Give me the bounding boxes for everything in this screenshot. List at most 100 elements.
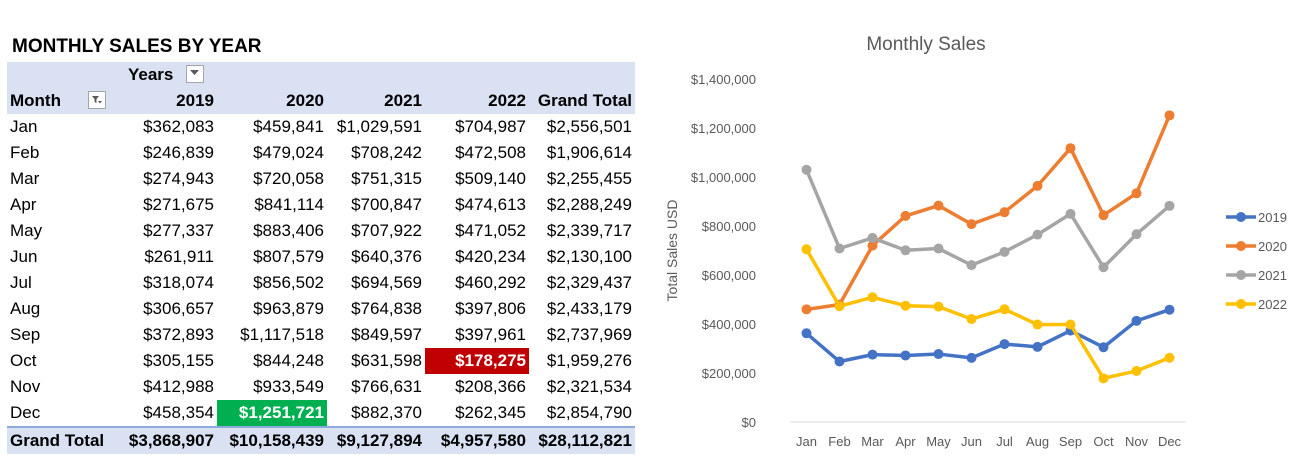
table-cell[interactable]: $397,961 bbox=[455, 325, 526, 344]
table-cell[interactable]: $471,052 bbox=[455, 221, 526, 240]
table-cell[interactable]: $509,140 bbox=[455, 169, 526, 188]
row-label-month[interactable]: Nov bbox=[10, 377, 41, 396]
table-cell[interactable]: $274,943 bbox=[143, 169, 214, 188]
y-tick-label: $200,000 bbox=[702, 366, 756, 381]
table-cell[interactable]: $933,549 bbox=[253, 377, 324, 396]
grand-total-cell[interactable]: $4,957,580 bbox=[425, 426, 529, 454]
data-point bbox=[999, 246, 1010, 257]
table-cell[interactable]: $751,315 bbox=[351, 169, 422, 188]
row-label-month[interactable]: Dec bbox=[10, 403, 41, 422]
table-cell[interactable]: $2,288,249 bbox=[546, 195, 632, 214]
series-line-2020 bbox=[806, 114, 1172, 312]
table-cell[interactable]: $844,248 bbox=[253, 351, 324, 370]
table-cell[interactable]: $2,255,455 bbox=[546, 169, 632, 188]
row-label-month[interactable]: Jan bbox=[10, 117, 38, 136]
row-label-month[interactable]: Jun bbox=[10, 247, 38, 266]
grand-total-cell[interactable]: $3,868,907 bbox=[117, 426, 217, 454]
table-cell[interactable]: $412,988 bbox=[143, 377, 214, 396]
table-cell[interactable]: $372,893 bbox=[143, 325, 214, 344]
x-tick-label: Feb bbox=[828, 434, 850, 449]
table-cell[interactable]: $458,354 bbox=[143, 403, 214, 422]
table-cell[interactable]: $2,329,437 bbox=[546, 273, 632, 292]
table-cell[interactable]: $208,366 bbox=[455, 377, 526, 396]
table-cell[interactable]: $764,838 bbox=[351, 299, 422, 318]
table-cell[interactable]: $841,114 bbox=[254, 195, 324, 214]
pivot-corner-cell bbox=[7, 62, 117, 88]
table-cell[interactable]: $1,029,591 bbox=[336, 117, 422, 136]
grand-total-label[interactable]: Grand Total bbox=[7, 426, 117, 454]
row-label-month[interactable]: Jul bbox=[10, 273, 32, 292]
table-cell[interactable]: $178,275 bbox=[425, 348, 529, 374]
table-cell[interactable]: $472,508 bbox=[455, 143, 526, 162]
row-label-month[interactable]: May bbox=[10, 221, 43, 240]
data-point bbox=[1131, 229, 1142, 240]
table-row: Oct $305,155 $844,248 $631,598 $178,275 $1,95… bbox=[7, 348, 635, 374]
grand-total-cell[interactable]: $28,112,821 bbox=[529, 426, 635, 454]
table-cell[interactable]: $766,631 bbox=[351, 377, 422, 396]
column-header-2022[interactable]: 2022 bbox=[425, 88, 529, 114]
table-cell[interactable]: $262,345 bbox=[455, 403, 526, 422]
data-point bbox=[834, 243, 845, 254]
table-cell[interactable]: $474,613 bbox=[455, 195, 526, 214]
table-cell[interactable]: $420,234 bbox=[455, 247, 526, 266]
row-label-month[interactable]: Feb bbox=[10, 143, 40, 162]
table-cell[interactable]: $2,854,790 bbox=[546, 403, 632, 422]
table-cell[interactable]: $2,339,717 bbox=[546, 221, 632, 240]
grand-total-cell[interactable]: $10,158,439 bbox=[217, 426, 327, 454]
table-cell[interactable]: $856,502 bbox=[253, 273, 324, 292]
table-cell[interactable]: $305,155 bbox=[143, 351, 214, 370]
data-point bbox=[900, 210, 911, 221]
row-label-month[interactable]: Aug bbox=[10, 299, 41, 318]
table-cell[interactable]: $882,370 bbox=[351, 403, 422, 422]
table-cell[interactable]: $720,058 bbox=[253, 169, 324, 188]
years-dropdown-button[interactable] bbox=[186, 64, 205, 83]
table-cell[interactable]: $704,987 bbox=[455, 117, 526, 136]
table-cell[interactable]: $2,433,179 bbox=[546, 299, 632, 318]
table-cell[interactable]: $1,117,518 bbox=[240, 325, 324, 344]
table-cell[interactable]: $883,406 bbox=[253, 221, 324, 240]
table-cell[interactable]: $318,074 bbox=[143, 273, 214, 292]
data-point bbox=[900, 300, 911, 311]
table-cell[interactable]: $1,251,721 bbox=[217, 400, 327, 427]
table-cell[interactable]: $306,657 bbox=[143, 299, 214, 318]
table-cell[interactable]: $700,847 bbox=[351, 195, 422, 214]
table-cell[interactable]: $963,879 bbox=[253, 299, 324, 318]
column-header-2021[interactable]: 2021 bbox=[327, 88, 425, 114]
table-cell[interactable]: $2,737,969 bbox=[546, 325, 632, 344]
table-cell[interactable]: $479,024 bbox=[253, 143, 324, 162]
column-header-2020[interactable]: 2020 bbox=[217, 88, 327, 114]
column-header-2019[interactable]: 2019 bbox=[117, 88, 217, 114]
data-point bbox=[933, 349, 944, 360]
table-cell[interactable]: $2,130,100 bbox=[546, 247, 632, 266]
row-label-month[interactable]: Sep bbox=[10, 325, 41, 344]
table-cell[interactable]: $261,911 bbox=[144, 247, 214, 266]
table-cell[interactable]: $631,598 bbox=[351, 351, 422, 370]
table-cell[interactable]: $1,959,276 bbox=[546, 351, 632, 370]
table-cell[interactable]: $277,337 bbox=[143, 221, 214, 240]
table-cell[interactable]: $640,376 bbox=[351, 247, 422, 266]
table-cell[interactable]: $708,242 bbox=[351, 143, 422, 162]
row-label-month[interactable]: Oct bbox=[10, 351, 37, 370]
table-row: Jul $318,074 $856,502 $694,569 $460,292 $2,32… bbox=[7, 270, 635, 296]
column-header-grand-total[interactable]: Grand Total bbox=[529, 88, 635, 114]
table-cell[interactable]: $271,675 bbox=[143, 195, 214, 214]
month-field-cell[interactable]: Month bbox=[7, 88, 117, 114]
table-cell[interactable]: $460,292 bbox=[455, 273, 526, 292]
table-cell[interactable]: $849,597 bbox=[351, 325, 422, 344]
table-cell[interactable]: $246,839 bbox=[143, 143, 214, 162]
table-cell[interactable]: $1,906,614 bbox=[546, 143, 632, 162]
month-filter-button[interactable] bbox=[87, 90, 106, 109]
row-label-month[interactable]: Mar bbox=[10, 169, 40, 188]
table-cell[interactable]: $807,579 bbox=[253, 247, 324, 266]
table-cell[interactable]: $397,806 bbox=[455, 299, 526, 318]
table-cell[interactable]: $707,922 bbox=[351, 221, 422, 240]
row-label-month[interactable]: Apr bbox=[10, 195, 37, 214]
table-cell[interactable]: $2,556,501 bbox=[546, 117, 632, 136]
table-cell[interactable]: $362,083 bbox=[143, 117, 214, 136]
table-cell[interactable]: $694,569 bbox=[351, 273, 422, 292]
years-field-cell[interactable]: Years bbox=[117, 62, 327, 88]
table-cell[interactable]: $2,321,534 bbox=[546, 377, 632, 396]
pivot-table: Years Month 2019 2020 2021 2022 Grand To… bbox=[7, 62, 635, 454]
table-cell[interactable]: $459,841 bbox=[253, 117, 324, 136]
grand-total-cell[interactable]: $9,127,894 bbox=[327, 426, 425, 454]
